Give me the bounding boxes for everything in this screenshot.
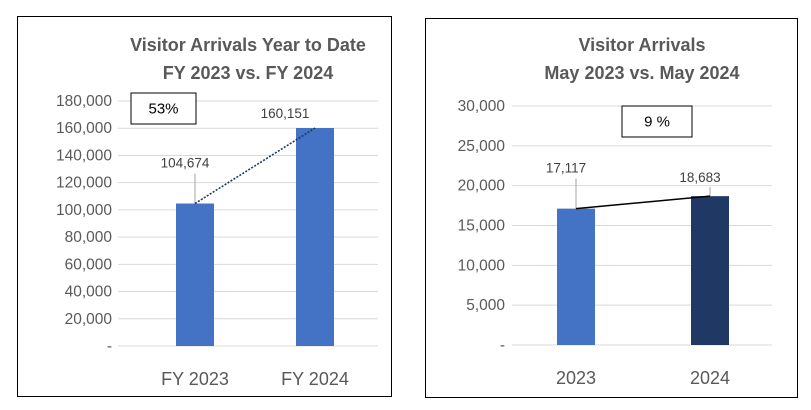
y-tick-label: 20,000 [65,311,113,328]
y-tick-label: 80,000 [65,229,113,246]
y-tick-label: - [500,337,505,354]
x-category-label: FY 2024 [281,369,349,389]
y-tick-label: 5,000 [466,297,505,314]
x-category-label: 2024 [690,368,730,388]
bar [691,196,729,345]
y-tick-label: 100,000 [56,202,112,219]
chart-panel-may: Visitor Arrivals May 2023 vs. May 2024 - 5,… [425,18,798,398]
chart-title-line: May 2023 vs. May 2024 [544,63,739,83]
y-tick-label: 40,000 [65,284,113,301]
data-label: 18,683 [679,170,720,185]
bar [296,128,334,346]
y-tick-label: 30,000 [458,98,506,115]
y-tick-label: 25,000 [458,138,506,155]
y-tick-label: - [107,338,112,355]
change-annotation-label: 9 % [644,114,670,131]
x-category-label: FY 2023 [161,369,229,389]
y-tick-label: 60,000 [65,256,113,273]
change-annotation-box [621,105,693,138]
y-tick-label: 120,000 [56,175,112,192]
y-tick-label: 20,000 [458,178,506,195]
data-label: 160,151 [261,106,310,121]
x-category-label: 2023 [556,368,596,388]
change-annotation-box [130,92,197,125]
chart-ytd: Visitor Arrivals Year to Date FY 2023 vs.… [56,35,378,389]
change-connector-line [194,127,316,205]
data-label: 17,117 [546,161,586,176]
y-tick-label: 140,000 [56,147,112,164]
y-tick-label: 15,000 [458,218,506,235]
chart-title-line: Visitor Arrivals Year to Date [130,35,366,55]
chart-may: Visitor Arrivals May 2023 vs. May 2024 - 5,… [458,35,772,388]
data-label: 104,674 [161,156,210,171]
change-annotation-label: 53% [148,101,178,118]
bar [557,208,595,345]
chart-title-line: Visitor Arrivals [578,35,705,55]
change-connector-line [575,195,711,210]
y-tick-label: 10,000 [458,257,506,274]
chart-panel-ytd: Visitor Arrivals Year to Date FY 2023 vs.… [17,16,392,397]
y-tick-label: 160,000 [56,120,112,137]
chart-title-line: FY 2023 vs. FY 2024 [163,63,333,83]
y-tick-label: 180,000 [56,93,112,110]
bar [176,203,214,346]
